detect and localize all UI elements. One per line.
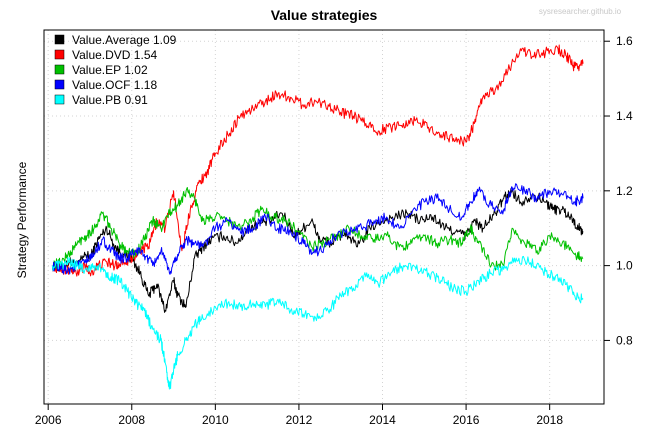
chart-title: Value strategies	[271, 7, 378, 23]
series-line-4	[51, 255, 584, 390]
legend-swatch-2	[54, 64, 65, 75]
y-axis-label: Strategy Performance	[15, 161, 29, 278]
legend-swatch-3	[54, 79, 65, 90]
legend-swatch-0	[54, 34, 65, 45]
watermark: sysresearcher.github.io	[539, 7, 622, 16]
series-line-3	[51, 183, 584, 275]
x-axis: 2006 2008 2010 2012 2014 2016 2018	[35, 404, 563, 427]
x-tick-label-3: 2012	[286, 413, 313, 427]
series-line-2	[51, 187, 584, 271]
legend-label-4: Value.PB 0.91	[72, 93, 148, 107]
legend-label-1: Value.DVD 1.54	[72, 48, 157, 62]
y-axis: 0.8 1.0 1.2 1.4 1.6	[604, 34, 633, 347]
legend-swatch-1	[54, 49, 65, 60]
plot-frame	[43, 29, 605, 405]
y-tick-label-0: 0.8	[616, 333, 633, 347]
x-tick-label-1: 2008	[118, 413, 145, 427]
legend-swatch-4	[54, 94, 65, 105]
x-tick-label-2: 2010	[202, 413, 229, 427]
y-tick-label-3: 1.4	[616, 109, 633, 123]
grid	[44, 30, 604, 404]
y-tick-label-2: 1.2	[616, 184, 633, 198]
y-tick-label-1: 1.0	[616, 259, 633, 273]
x-tick-label-6: 2018	[536, 413, 563, 427]
series-layer	[51, 44, 584, 390]
legend-label-3: Value.OCF 1.18	[72, 78, 157, 92]
legend-label-0: Value.Average 1.09	[72, 33, 177, 47]
legend-label-2: Value.EP 1.02	[72, 63, 148, 77]
x-tick-label-5: 2016	[453, 413, 480, 427]
series-line-1	[51, 44, 584, 277]
y-tick-label-4: 1.6	[616, 34, 633, 48]
x-tick-label-4: 2014	[369, 413, 396, 427]
x-tick-label-0: 2006	[35, 413, 62, 427]
